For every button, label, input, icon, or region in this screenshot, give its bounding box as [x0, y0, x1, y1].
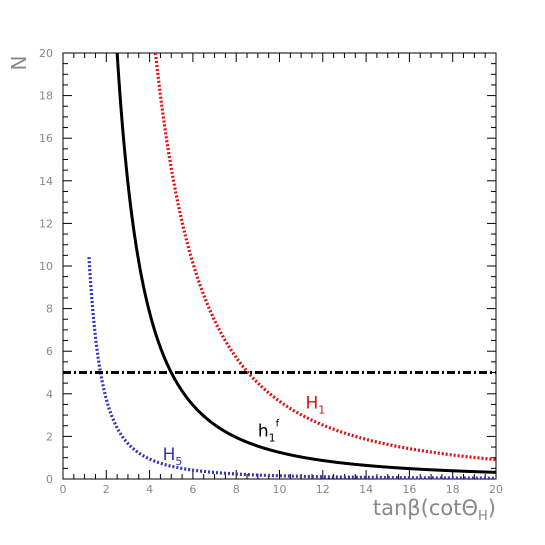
y-tick-label: 18: [39, 90, 53, 103]
series-label: H5: [163, 445, 183, 468]
labels: H5 h1f H1: [163, 394, 326, 468]
y-tick-label: 0: [46, 473, 53, 486]
series-label: h1f: [258, 418, 280, 444]
x-tick-label: 14: [359, 483, 373, 496]
series-line: [87, 257, 496, 480]
plot-area: [63, 52, 497, 480]
y-tick-label: 8: [46, 303, 53, 316]
x-tick-label: 2: [103, 483, 110, 496]
x-tick-label: 20: [489, 483, 503, 496]
x-axis-title: tanβ(cotΘH): [373, 496, 496, 524]
y-tick-label: 16: [39, 132, 53, 145]
x-tick-label: 6: [189, 483, 196, 496]
y-tick-label: 6: [46, 345, 53, 358]
series-label: H1: [305, 394, 325, 417]
y-tick-label: 14: [39, 175, 53, 188]
y-tick-label: 12: [39, 217, 53, 230]
y-axis-title: N: [7, 56, 31, 71]
x-tick-label: 0: [60, 483, 67, 496]
y-tick-label: 4: [46, 388, 53, 401]
series-line: [153, 52, 497, 462]
y-tick-label: 2: [46, 430, 53, 443]
x-tick-label: 8: [233, 483, 240, 496]
y-tick-label: 10: [39, 260, 53, 273]
series-line: [115, 52, 497, 474]
x-tick-label: 10: [273, 483, 287, 496]
x-tick-label: 4: [146, 483, 153, 496]
x-tick-label: 16: [402, 483, 416, 496]
plot-frame: [62, 52, 497, 480]
x-tick-label: 12: [316, 483, 330, 496]
axes: 0 2 4 6 8 10 12 14 16 18 20 0 2 4 6 8 10 12 14 16 18 20 Ntanβ(…: [7, 47, 503, 524]
y-tick-label: 20: [39, 47, 53, 60]
x-tick-label: 18: [446, 483, 460, 496]
